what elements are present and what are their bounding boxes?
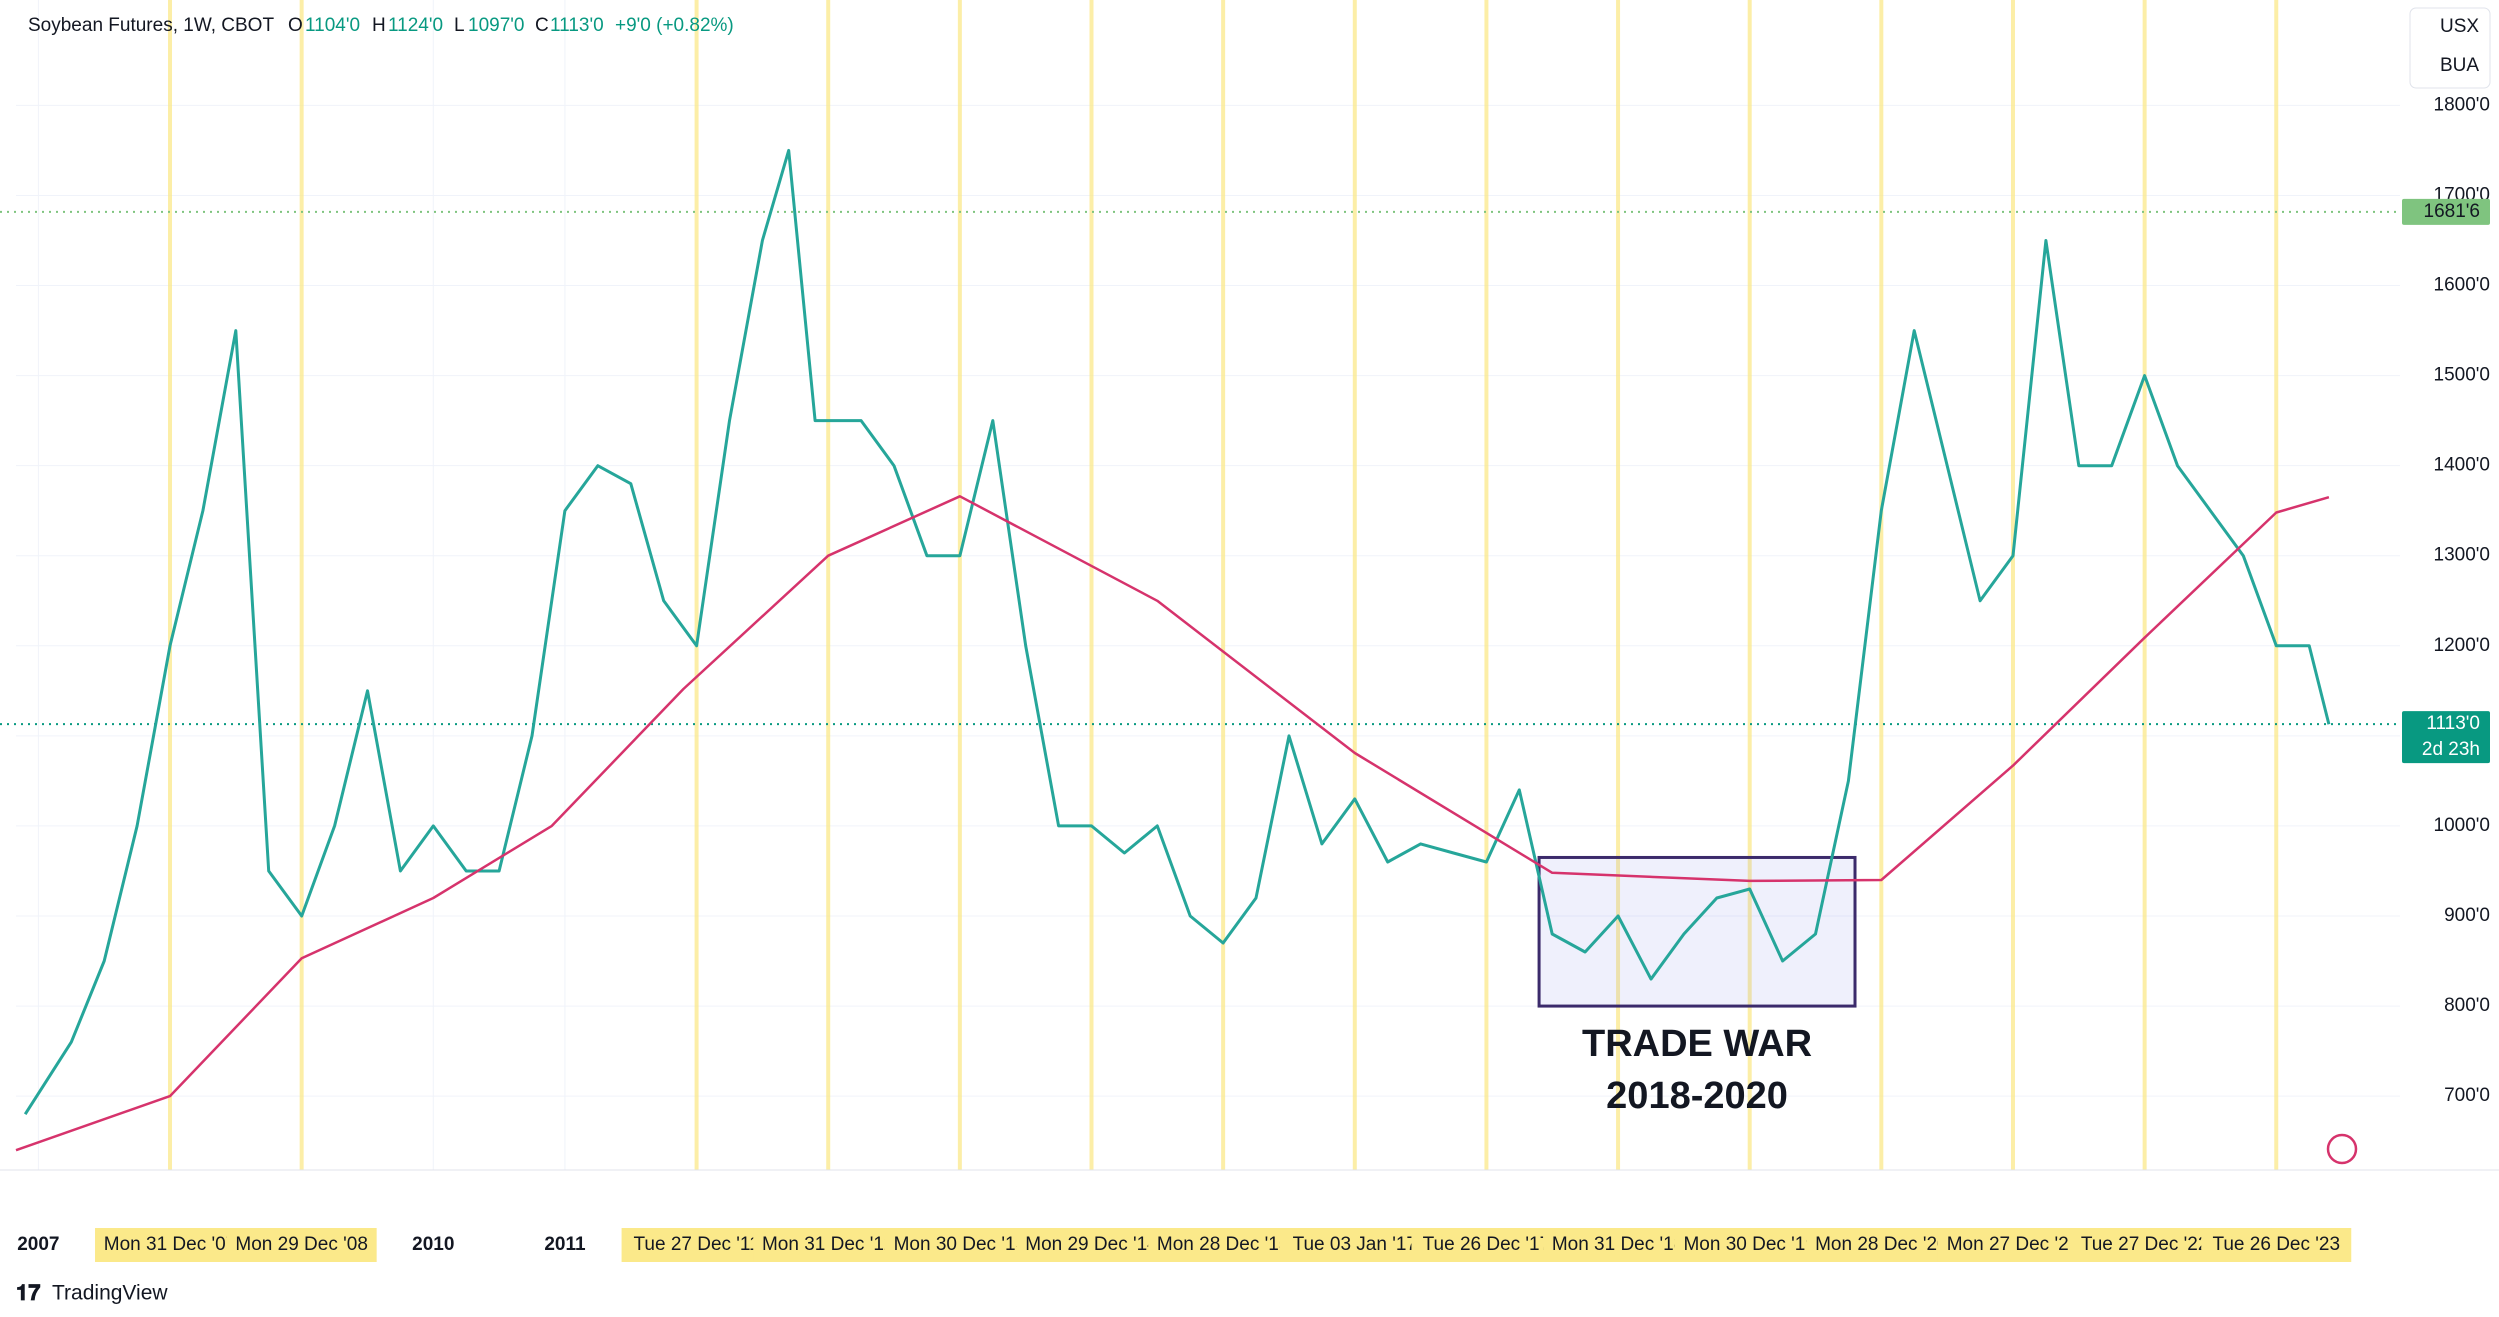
high: 1124'0 bbox=[388, 15, 443, 36]
x-tick-highlight bbox=[1016, 1228, 1167, 1262]
annotation-text: TRADE WAR bbox=[1582, 1023, 1812, 1065]
y-tick-label: 900'0 bbox=[2444, 905, 2490, 926]
high-label: H bbox=[372, 15, 386, 36]
low: 1097'0 bbox=[468, 15, 524, 36]
x-tick-label: Mon 29 Dec '14 bbox=[1025, 1234, 1158, 1255]
y-tick-label: 1200'0 bbox=[2434, 635, 2490, 656]
series-line bbox=[15, 495, 2330, 1152]
change: +9'0 (+0.82%) bbox=[615, 15, 734, 36]
x-tick-highlight bbox=[1148, 1228, 1299, 1262]
x-tick-highlight bbox=[1411, 1228, 1562, 1262]
open: 1104'0 bbox=[305, 15, 360, 36]
annotation-text: 2018-2020 bbox=[1606, 1075, 1788, 1117]
x-tick-label: Mon 31 Dec '12 bbox=[762, 1234, 894, 1255]
x-tick-label: Mon 27 Dec '21 bbox=[1947, 1234, 2079, 1255]
x-tick-highlight bbox=[1806, 1228, 1957, 1262]
x-tick-label: 2011 bbox=[544, 1234, 586, 1255]
x-tick-highlight bbox=[95, 1228, 246, 1262]
x-tick-label: Tue 26 Dec '23 bbox=[2212, 1234, 2340, 1255]
price-tag bbox=[2402, 198, 2490, 225]
y-tick-label: 800'0 bbox=[2444, 995, 2490, 1016]
x-tick-highlight bbox=[2201, 1228, 2352, 1262]
header: Soybean Futures, 1W, CBOT O 1104'0 H 112… bbox=[28, 15, 734, 36]
y-tick-label: 1400'0 bbox=[2434, 455, 2490, 476]
x-tick-label: Mon 29 Dec '08 bbox=[235, 1234, 367, 1255]
y-tick-label: 1500'0 bbox=[2434, 365, 2490, 386]
y-tick-label: 1800'0 bbox=[2434, 94, 2490, 115]
close-label: C bbox=[535, 15, 549, 36]
y-tick-label: 700'0 bbox=[2444, 1085, 2490, 1106]
logo-mark: 𝟏𝟕 bbox=[16, 1280, 41, 1305]
x-tick-label: Tue 27 Dec '22 bbox=[2081, 1234, 2209, 1255]
plot-area bbox=[0, 0, 2400, 1170]
price-tag-label: 1113'0 bbox=[2426, 713, 2480, 734]
brand: TradingView bbox=[52, 1282, 168, 1305]
x-tick-label: Mon 28 Dec '20 bbox=[1815, 1234, 1947, 1255]
x-tick-highlight bbox=[1937, 1228, 2088, 1262]
x-tick-label: Mon 31 Dec '18 bbox=[1552, 1234, 1684, 1255]
y-tick-label: 1600'0 bbox=[2434, 275, 2490, 296]
x-tick-highlight bbox=[226, 1228, 377, 1262]
flash-icon[interactable] bbox=[2326, 1133, 2358, 1165]
annotation-box bbox=[1537, 855, 1857, 1008]
x-tick-label: Mon 28 Dec '15 bbox=[1157, 1234, 1289, 1255]
price-tag bbox=[2402, 711, 2490, 764]
x-tick-label: Mon 30 Dec '13 bbox=[894, 1234, 1026, 1255]
x-tick-highlight bbox=[1543, 1228, 1694, 1262]
open-label: O bbox=[288, 15, 303, 36]
x-tick-label: Mon 31 Dec '07 bbox=[104, 1234, 236, 1255]
x-tick-highlight bbox=[2069, 1228, 2220, 1262]
x-tick-label: 2007 bbox=[17, 1234, 59, 1255]
price-tag-label: 1681'6 bbox=[2424, 201, 2480, 222]
x-tick-highlight bbox=[621, 1228, 772, 1262]
logo: 𝟏𝟕 TradingView bbox=[16, 1280, 168, 1305]
x-tick-label: Tue 03 Jan '17 bbox=[1293, 1234, 1417, 1255]
x-tick-highlight bbox=[884, 1228, 1035, 1262]
y-tick-label: 1300'0 bbox=[2434, 545, 2490, 566]
x-tick-highlight bbox=[753, 1228, 904, 1262]
unit: BUA bbox=[2440, 55, 2479, 76]
x-tick-label: Tue 26 Dec '17 bbox=[1423, 1234, 1551, 1255]
title: Soybean Futures, 1W, CBOT bbox=[28, 15, 274, 36]
x-tick-label: Tue 27 Dec '11 bbox=[634, 1234, 760, 1255]
x-tick-label: Mon 30 Dec '19 bbox=[1683, 1234, 1815, 1255]
x-tick-label: 2010 bbox=[412, 1234, 454, 1255]
y-tick-label: 1000'0 bbox=[2434, 815, 2490, 836]
x-tick-highlight bbox=[1279, 1228, 1430, 1262]
x-tick-highlight bbox=[1674, 1228, 1825, 1262]
low-label: L bbox=[454, 15, 465, 36]
series-line bbox=[23, 148, 2331, 1116]
currency-box[interactable] bbox=[2409, 7, 2491, 89]
currency: USX bbox=[2440, 16, 2479, 37]
close: 1113'0 bbox=[550, 15, 604, 36]
price-tag-sublabel: 2d 23h bbox=[2422, 739, 2480, 760]
